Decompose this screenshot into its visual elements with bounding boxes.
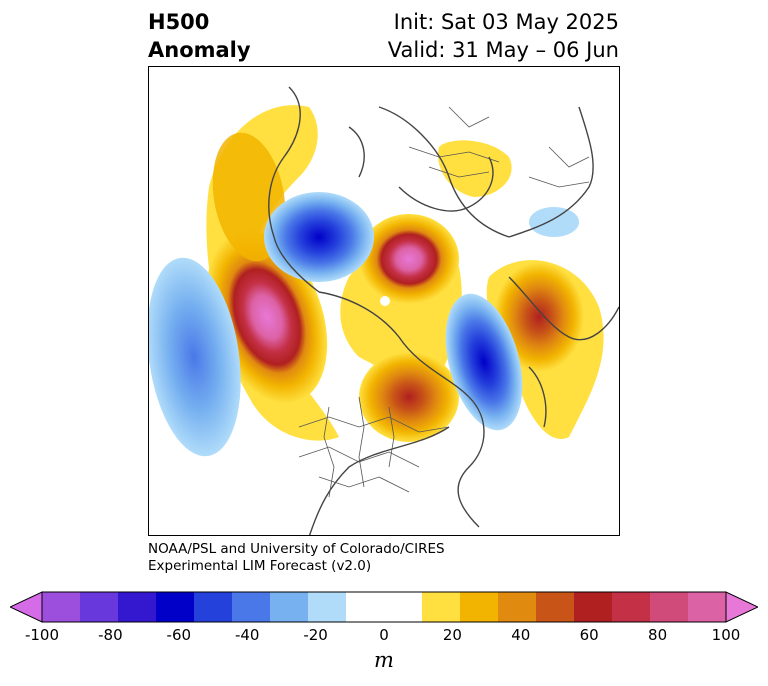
colorbar-tick-label: 40: [511, 626, 531, 644]
credit-line-2: Experimental LIM Forecast (v2.0): [148, 558, 372, 574]
positive-anomaly-core-canada: [359, 352, 459, 442]
colorbar-cell: [536, 592, 575, 622]
colorbar-cell: [650, 592, 689, 622]
colorbar-tick-label: -80: [98, 626, 123, 644]
colorbar-outline: [41, 591, 727, 623]
colorbar-cell: [232, 592, 271, 622]
political-borders: [298, 106, 590, 498]
colorbar-tick-label: -60: [166, 626, 192, 644]
positive-anomaly-core-europe: [494, 262, 584, 372]
colorbar-cell: [688, 592, 727, 622]
colorbar-cell: [118, 592, 157, 622]
colorbar-cell: [308, 592, 347, 622]
colorbar-tick-label: 60: [579, 626, 599, 644]
colorbar-cell: [346, 592, 385, 622]
negative-anomaly-core-asia: [264, 192, 374, 282]
colorbar-cell: [156, 592, 195, 622]
north-pole-marker: [380, 296, 390, 306]
map-panel: [148, 66, 620, 536]
negative-anomaly-core-europe: [529, 207, 579, 237]
title-right: Init: Sat 03 May 2025 Valid: 31 May – 06…: [388, 8, 619, 64]
credit-line-1: NOAA/PSL and University of Colorado/CIRE…: [148, 541, 445, 557]
init-date: Init: Sat 03 May 2025: [393, 10, 619, 34]
colorbar-tick-label: -100: [24, 626, 60, 644]
colorbar-tick-label: -40: [234, 626, 260, 644]
colorbar-ticks: -100 -80 -60 -40 -20 0 20 40 60 80 100: [0, 626, 768, 648]
colorbar-cells: [42, 592, 727, 622]
positive-anomaly-envelope-europe: [438, 140, 512, 197]
colorbar-tick-label: -20: [303, 626, 328, 644]
unit-label: m: [374, 648, 394, 672]
title-left: H500 Anomaly: [148, 8, 251, 64]
negative-anomaly-core-pacific: [149, 257, 241, 457]
colorbar-cell: [422, 592, 461, 622]
colorbar-cell: [612, 592, 651, 622]
colorbar-cell: [498, 592, 537, 622]
colorbar-tick-label: 100: [711, 626, 741, 644]
colorbar-cell: [80, 592, 119, 622]
valid-range: Valid: 31 May – 06 Jun: [387, 38, 619, 62]
colorbar-right-arrow: [725, 591, 758, 623]
positive-anomaly-core-arctic: [359, 214, 459, 304]
credit-text: NOAA/PSL and University of Colorado/CIRE…: [148, 541, 445, 575]
variable-title: H500: [148, 10, 210, 34]
anomaly-map: [149, 86, 619, 535]
colorbar-cell: [194, 592, 233, 622]
colorbar: [10, 591, 758, 623]
colorbar-left-arrow: [10, 591, 43, 623]
colorbar-cell: [574, 592, 613, 622]
colorbar-cell: [42, 592, 81, 622]
colorbar-tick-label: 0: [379, 626, 389, 644]
negative-anomaly-core-atlantic: [445, 293, 523, 431]
colorbar-cell: [384, 592, 423, 622]
colorbar-tick-label: 80: [648, 626, 668, 644]
anomaly-subtitle: Anomaly: [148, 38, 251, 62]
colorbar-tick-label: 20: [442, 626, 462, 644]
coastlines: [268, 86, 619, 535]
colorbar-cell: [460, 592, 499, 622]
colorbar-cell: [270, 592, 309, 622]
